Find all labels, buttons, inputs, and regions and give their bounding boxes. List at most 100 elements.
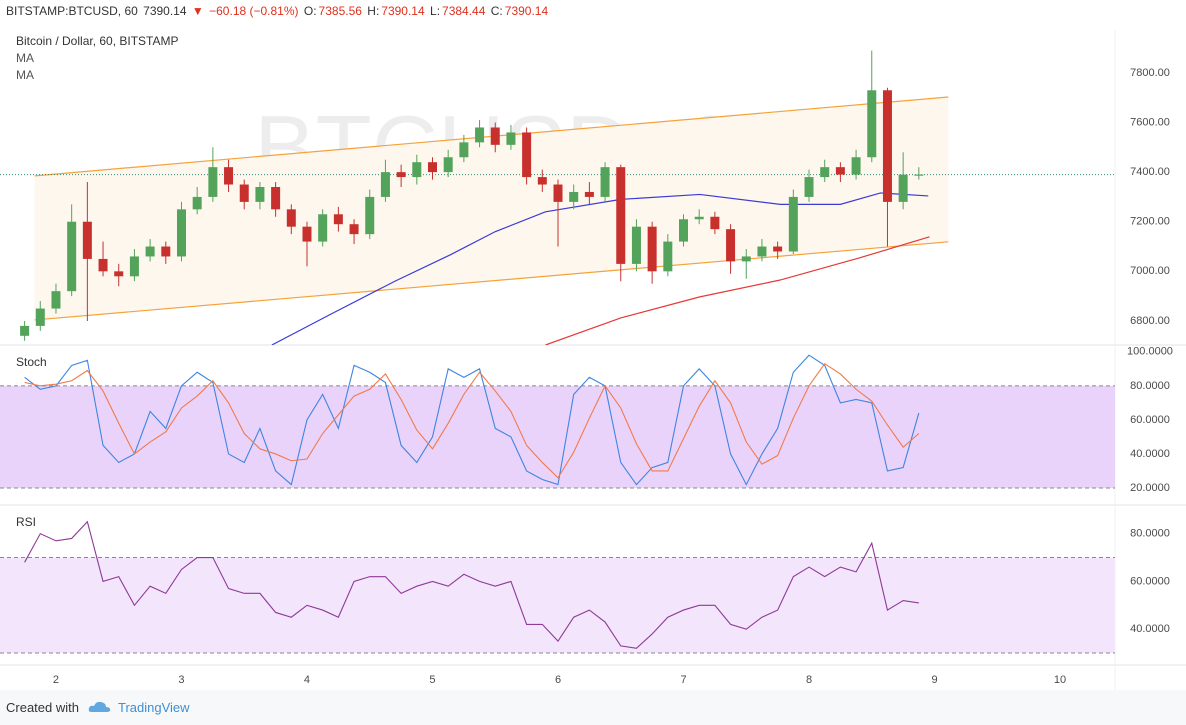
x-tick-label: 5	[429, 674, 435, 686]
x-tick-label: 3	[178, 674, 184, 686]
band	[0, 557, 1115, 654]
candle-body	[176, 209, 186, 257]
candle-body	[145, 246, 155, 257]
candle-body	[443, 157, 453, 173]
y-tick-label: 60.0000	[1130, 414, 1170, 426]
candle-body	[349, 224, 359, 235]
x-tick-label: 10	[1054, 674, 1066, 686]
channel-fill	[34, 96, 949, 320]
x-tick-label: 2	[53, 674, 59, 686]
y-tick-label: 7000.00	[1130, 265, 1170, 277]
candle-body	[271, 187, 281, 210]
moving-average	[271, 192, 929, 345]
candle-body	[914, 174, 924, 176]
y-tick-label: 7800.00	[1130, 67, 1170, 79]
candle-body	[98, 258, 108, 272]
pane-title: Stoch	[16, 355, 47, 369]
candle-body	[35, 308, 45, 326]
indicator-pane	[0, 354, 1115, 489]
change: −60.18 (−0.81%)	[209, 4, 299, 18]
indicator-line	[24, 362, 920, 479]
candle-body	[584, 191, 594, 197]
candle-body	[820, 167, 830, 178]
candle-body	[427, 162, 437, 173]
candle-body	[679, 219, 689, 242]
y-tick-label: 6800.00	[1130, 315, 1170, 327]
high-label: H:	[367, 4, 380, 18]
y-tick-label: 40.0000	[1130, 448, 1170, 460]
high: 7390.14	[381, 4, 425, 18]
candle-body	[804, 177, 814, 197]
x-tick-label: 9	[931, 674, 937, 686]
legend-entry: MA	[16, 68, 34, 82]
footer: Created with TradingView	[0, 690, 1186, 725]
arrow: ▼	[191, 4, 204, 18]
created-with: Created with	[6, 700, 79, 715]
candle-body	[647, 226, 657, 272]
y-tick-label: 60.0000	[1130, 575, 1170, 587]
candle-body	[20, 325, 30, 336]
candle-body	[192, 196, 202, 210]
candle-body	[286, 209, 296, 227]
candle-body	[475, 127, 485, 143]
candle-body	[208, 167, 218, 197]
moving-average	[545, 236, 930, 345]
y-tick-label: 7200.00	[1130, 216, 1170, 228]
candle-body	[741, 256, 751, 262]
candle-body	[224, 167, 234, 185]
open-label: O:	[303, 4, 317, 18]
y-tick-label: 80.0000	[1130, 528, 1170, 540]
pane-title: RSI	[16, 515, 36, 529]
candle-body	[459, 142, 469, 158]
header: BITSTAMP:BTCUSD, 60 7390.14 ▼ −60.18 (−0…	[6, 4, 550, 18]
y-tick-label: 100.0000	[1127, 346, 1173, 358]
candle-body	[726, 229, 736, 262]
y-tick-label: 20.0000	[1130, 482, 1170, 494]
candle-body	[129, 256, 139, 277]
y-tick-label: 7400.00	[1130, 166, 1170, 178]
candle-body	[82, 221, 92, 259]
chart: BTCUSD, 60Bitcoin / Dollar Bitcoin / Doll…	[0, 30, 1186, 690]
candle-body	[114, 271, 124, 277]
y-tick-label: 40.0000	[1130, 623, 1170, 635]
candle-body	[882, 90, 892, 202]
candle-body	[490, 127, 500, 145]
candle-body	[553, 184, 563, 202]
candle-body	[867, 90, 877, 158]
legend-entry: MA	[16, 51, 34, 65]
open: 7385.56	[318, 4, 362, 18]
candle-body	[616, 167, 626, 264]
channel-line	[34, 241, 949, 321]
x-tick-label: 7	[680, 674, 686, 686]
candle-body	[318, 214, 328, 242]
candle-body	[663, 241, 673, 272]
candle-body	[67, 221, 77, 292]
indicator-line	[24, 354, 920, 486]
candle-body	[600, 167, 610, 197]
candle-body	[161, 246, 171, 257]
candle-body	[239, 184, 249, 202]
x-tick-label: 6	[555, 674, 561, 686]
y-tick-label: 80.0000	[1130, 380, 1170, 392]
symbol: BITSTAMP:BTCUSD, 60	[6, 4, 138, 18]
x-tick-label: 8	[806, 674, 812, 686]
candle-body	[898, 174, 908, 202]
candle-body	[412, 162, 422, 178]
logo	[88, 701, 111, 712]
candle-body	[710, 216, 720, 230]
candle-body	[51, 291, 61, 309]
candle-body	[851, 157, 861, 175]
candle-body	[694, 216, 704, 220]
candle-body	[569, 191, 579, 202]
brand[interactable]: TradingView	[118, 700, 190, 715]
candle-body	[302, 226, 312, 242]
low: 7384.44	[442, 4, 486, 18]
close: 7390.14	[504, 4, 549, 18]
candle-body	[522, 132, 532, 178]
last-price: 7390.14	[143, 4, 187, 18]
candle-body	[788, 196, 798, 252]
indicator-pane	[0, 520, 1115, 654]
candle-body	[631, 226, 641, 264]
candle-body	[255, 187, 265, 202]
